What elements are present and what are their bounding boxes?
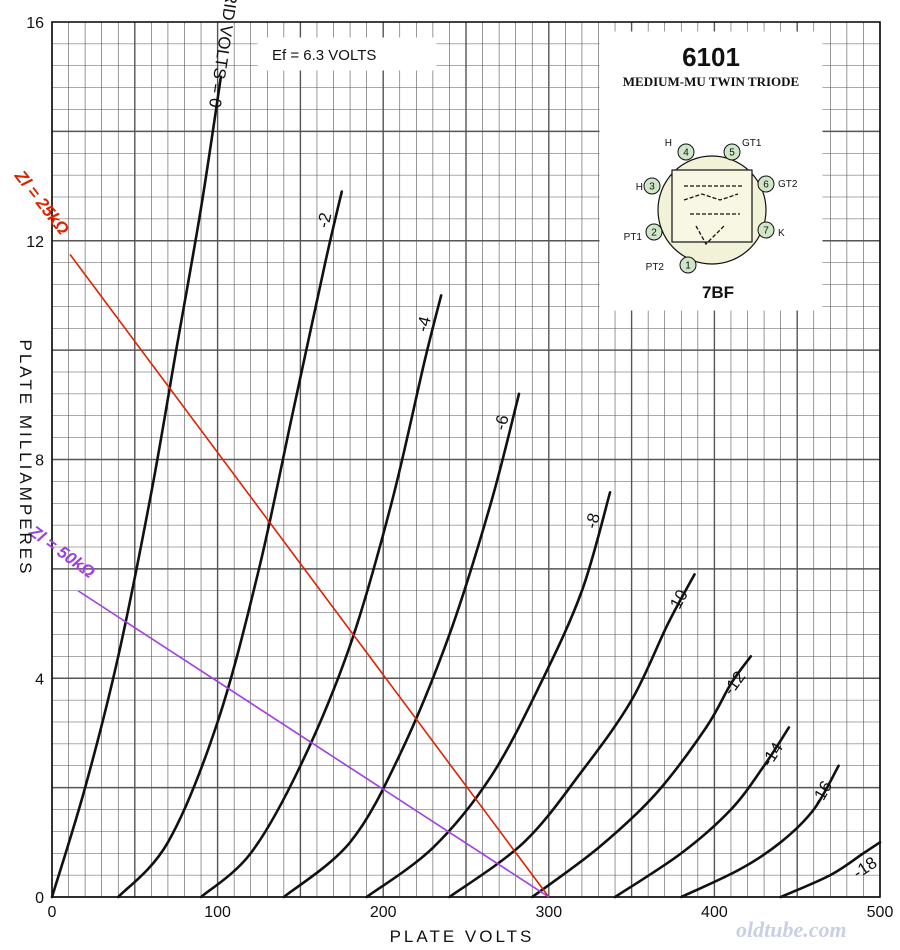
curve-label: -8 bbox=[582, 511, 604, 531]
base-pin-number: 3 bbox=[649, 182, 655, 193]
base-pin bbox=[643, 177, 661, 195]
grid-voltage-curve bbox=[530, 655, 753, 899]
grid-voltage-curve bbox=[679, 764, 840, 899]
tube-description: MEDIUM-MU TWIN TRIODE bbox=[623, 74, 799, 89]
base-pin bbox=[757, 221, 775, 239]
grid-voltage-curve bbox=[365, 491, 612, 899]
base-pin bbox=[757, 175, 775, 193]
curve-label: -6 bbox=[491, 413, 513, 432]
base-pin-name: GT1 bbox=[742, 138, 762, 149]
x-tick-label: 400 bbox=[701, 904, 728, 921]
watermark: oldtube.com bbox=[736, 917, 847, 942]
grid-voltage-curve bbox=[448, 573, 696, 899]
curve-label: -16 bbox=[807, 778, 836, 809]
tube-inset: 6101 MEDIUM-MU TWIN TRIODE 1PT22PT13H4H5… bbox=[599, 31, 823, 311]
load-line bbox=[69, 253, 550, 898]
base-pin-name: H bbox=[636, 182, 643, 193]
base-pin bbox=[677, 143, 695, 161]
x-tick-label: 100 bbox=[204, 904, 231, 921]
y-tick-label: 12 bbox=[26, 234, 44, 251]
base-pin-name: PT1 bbox=[624, 232, 643, 243]
grid-voltage-curve bbox=[116, 190, 344, 899]
base-pin-number: 5 bbox=[729, 148, 735, 159]
y-axis-title: PLATE MILLIAMPERES bbox=[16, 340, 35, 577]
tube-type-title: 6101 bbox=[682, 42, 740, 72]
base-pin-name: GT2 bbox=[778, 179, 798, 190]
grid bbox=[51, 22, 881, 898]
grid-voltage-curve bbox=[613, 726, 791, 899]
x-tick-label: 0 bbox=[48, 904, 57, 921]
basing-code: 7BF bbox=[702, 283, 734, 302]
base-pin-number: 2 bbox=[651, 228, 657, 239]
curve-label: -2 bbox=[313, 211, 335, 230]
grid-voltage-curve bbox=[282, 392, 521, 899]
base-pin-number: 4 bbox=[683, 148, 689, 159]
x-axis-title: PLATE VOLTS bbox=[390, 927, 535, 946]
base-pin-name: PT2 bbox=[646, 262, 665, 273]
filament-voltage-box: Ef = 6.3 VOLTS bbox=[257, 37, 437, 71]
base-pin bbox=[645, 223, 663, 241]
base-pin-number: 6 bbox=[763, 180, 769, 191]
base-pin-name: K bbox=[778, 228, 785, 239]
base-pin-number: 1 bbox=[685, 261, 691, 272]
grid-voltage-curve bbox=[199, 294, 443, 899]
grid-voltage-curve bbox=[779, 841, 882, 899]
curve-label: GRID VOLTS = 0 bbox=[205, 0, 243, 109]
filament-voltage-label: Ef = 6.3 VOLTS bbox=[272, 47, 376, 64]
y-tick-label: 4 bbox=[35, 671, 44, 688]
x-tick-label: 500 bbox=[867, 904, 894, 921]
base-pin bbox=[679, 256, 697, 274]
load-line bbox=[77, 590, 550, 898]
x-tick-label: 300 bbox=[535, 904, 562, 921]
base-pin bbox=[723, 143, 741, 161]
curve-label: -18 bbox=[849, 853, 880, 882]
tube-elements bbox=[671, 169, 753, 243]
grid-voltage-curve bbox=[50, 75, 223, 899]
y-tick-label: 0 bbox=[35, 890, 44, 907]
y-tick-label: 8 bbox=[35, 453, 44, 470]
y-tick-label: 16 bbox=[26, 15, 44, 32]
base-pin-number: 7 bbox=[763, 226, 769, 237]
base-pin-name: H bbox=[665, 138, 672, 149]
load-line-label: Zl = 25kΩ bbox=[10, 166, 72, 238]
curve-label: -4 bbox=[413, 314, 435, 333]
x-tick-label: 200 bbox=[370, 904, 397, 921]
